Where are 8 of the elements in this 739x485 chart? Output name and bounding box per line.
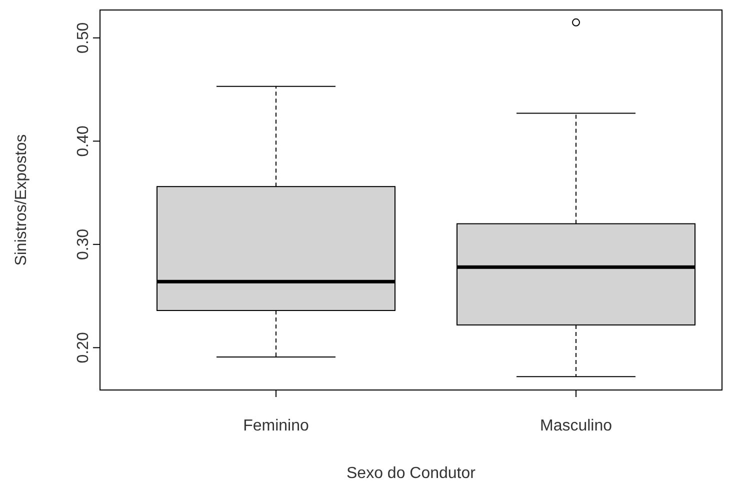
- y-tick-label: 0.50: [75, 22, 92, 54]
- x-tick-label: Feminino: [243, 417, 309, 434]
- y-axis-title: Sinistros/Expostos: [13, 134, 30, 266]
- x-axis-title: Sexo do Condutor: [346, 465, 476, 482]
- y-tick-label: 0.20: [75, 332, 92, 364]
- y-tick-label: 0.30: [75, 228, 92, 260]
- y-tick-label: 0.40: [75, 125, 92, 157]
- x-tick-label: Masculino: [540, 417, 612, 434]
